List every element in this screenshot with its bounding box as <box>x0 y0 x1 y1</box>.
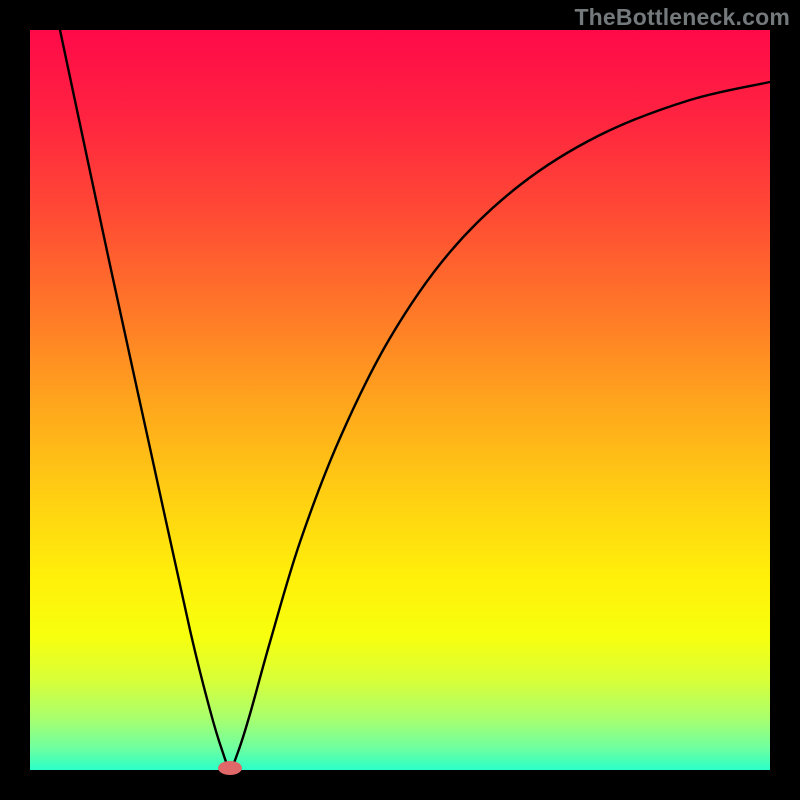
watermark-text: TheBottleneck.com <box>574 4 790 31</box>
optimal-point-marker <box>218 761 242 775</box>
chart-frame: TheBottleneck.com <box>0 0 800 800</box>
bottleneck-chart <box>0 0 800 800</box>
gradient-background <box>30 30 770 770</box>
